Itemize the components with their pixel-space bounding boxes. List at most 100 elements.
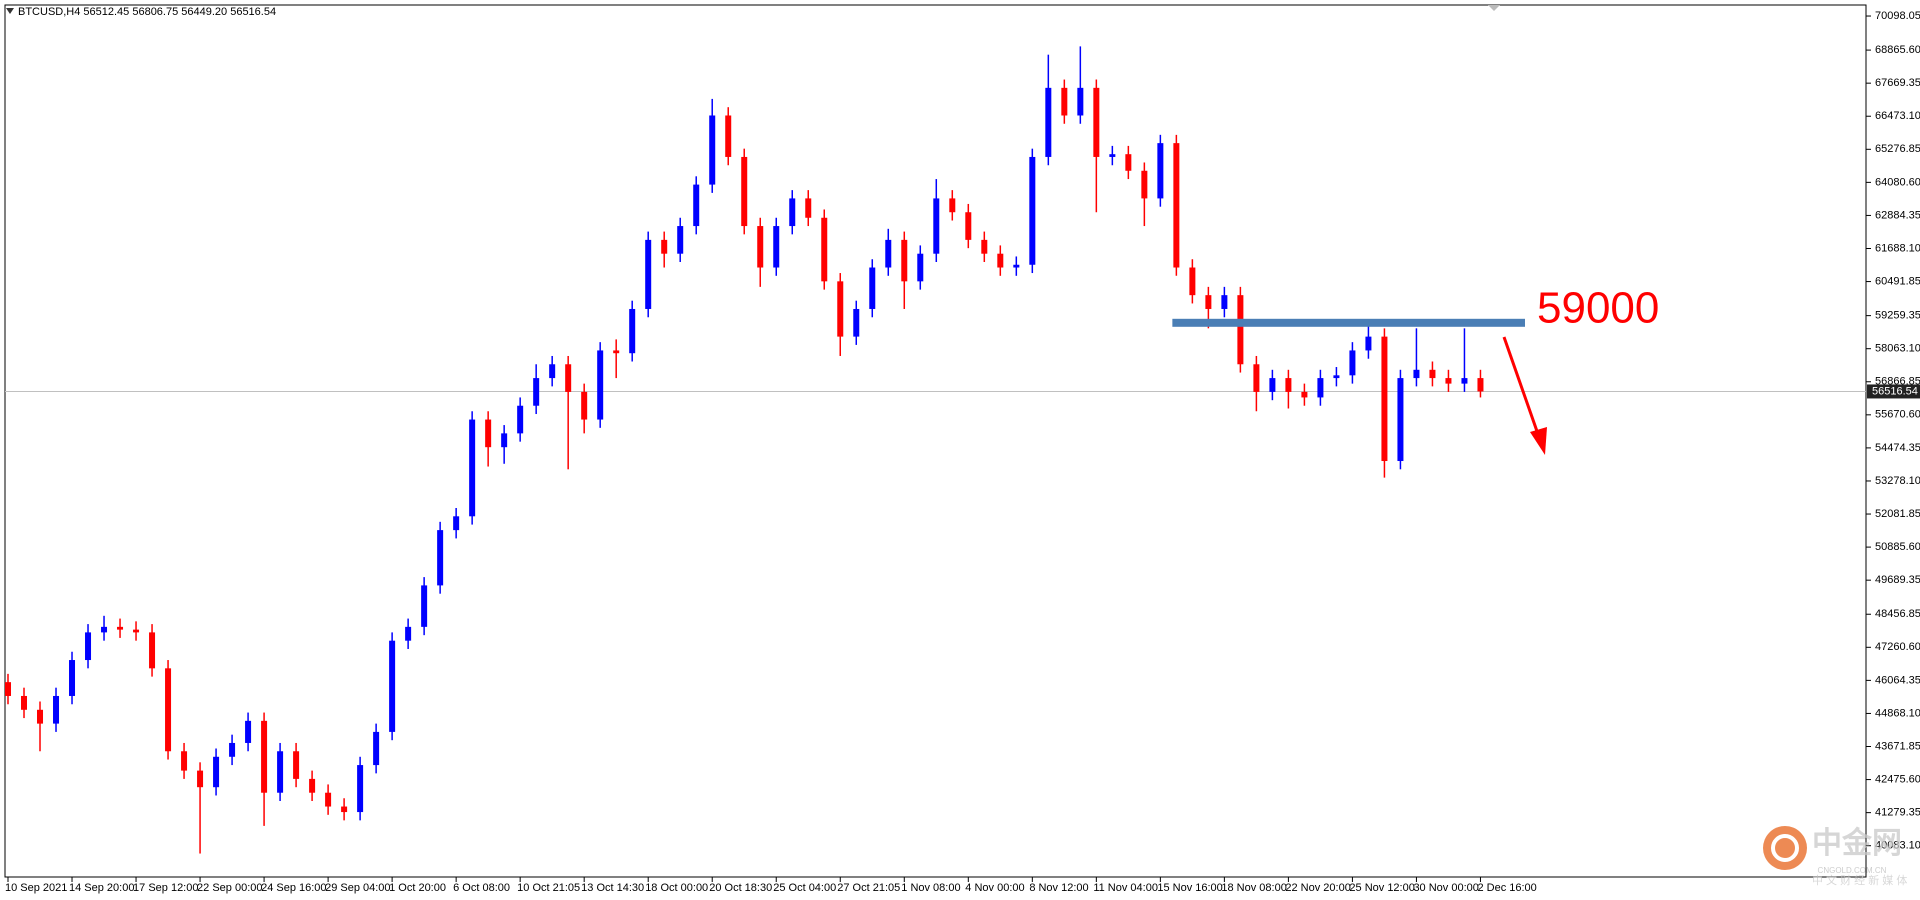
candle-body — [1189, 267, 1196, 296]
plot-frame — [4, 4, 1867, 878]
y-tick-label: 59259.35 — [1875, 310, 1920, 322]
candle-body — [517, 405, 524, 434]
x-tick-label: 18 Nov 08:00 — [1221, 882, 1286, 894]
candle-body — [133, 629, 140, 633]
candle-body — [53, 695, 60, 724]
x-tick-label: 30 Nov 00:00 — [1413, 882, 1478, 894]
candle-body — [741, 156, 748, 227]
candle-body — [549, 364, 556, 379]
y-tick-label: 70098.05 — [1875, 10, 1920, 22]
y-tick-label: 61688.10 — [1875, 242, 1920, 254]
candle-body — [485, 419, 492, 448]
candle-body — [437, 530, 444, 586]
candle-body — [229, 742, 236, 757]
x-tick-label: 1 Nov 08:00 — [901, 882, 960, 894]
x-tick-label: 17 Sep 12:00 — [133, 882, 198, 894]
candle-body — [1045, 87, 1052, 157]
x-tick-label: 1 Oct 20:00 — [389, 882, 446, 894]
candle-body — [117, 626, 124, 630]
y-tick-label: 54474.35 — [1875, 442, 1920, 454]
x-tick-label: 10 Oct 21:05 — [517, 882, 580, 894]
candle-body — [1093, 87, 1100, 157]
candle-body — [1317, 378, 1324, 398]
watermark-site: CNGOLD.COM.CN — [1818, 866, 1887, 875]
x-tick-label: 20 Oct 18:30 — [709, 882, 772, 894]
current-price-label: 56516.54 — [1872, 385, 1918, 397]
x-tick-label: 15 Nov 16:00 — [1157, 882, 1222, 894]
candle-body — [789, 198, 796, 227]
candle-body — [805, 198, 812, 218]
candle-body — [949, 198, 956, 213]
y-tick-label: 55670.60 — [1875, 409, 1920, 421]
x-tick-label: 4 Nov 00:00 — [965, 882, 1024, 894]
candle-body — [213, 756, 220, 788]
candle-body — [997, 253, 1004, 268]
candle-body — [1301, 391, 1308, 398]
candle-body — [181, 751, 188, 771]
candle-body — [629, 308, 636, 354]
candle-body — [149, 632, 156, 669]
candle-body — [1237, 295, 1244, 365]
candle-body — [85, 632, 92, 661]
candle-body — [565, 364, 572, 392]
y-tick-label: 47260.60 — [1875, 641, 1920, 653]
y-tick-label: 58063.10 — [1875, 343, 1920, 355]
candle-body — [1221, 295, 1228, 309]
y-tick-label: 64080.60 — [1875, 176, 1920, 188]
watermark: 中金网 CNGOLD.COM.CN 中 文 财 经 新 媒 体 — [1763, 826, 1907, 887]
candle-body — [261, 720, 268, 793]
current-price-box — [1867, 384, 1920, 399]
candle-body — [37, 709, 44, 724]
candle-body — [1157, 143, 1164, 199]
candle-body — [197, 770, 204, 788]
x-tick-label: 14 Sep 20:00 — [69, 882, 134, 894]
candle-body — [1365, 336, 1372, 351]
x-tick-label: 11 Nov 04:00 — [1093, 882, 1158, 894]
shift-marker — [1488, 5, 1500, 11]
candle-body — [245, 720, 252, 743]
candle-body — [661, 239, 668, 254]
candle-body — [693, 184, 700, 227]
candle-body — [725, 115, 732, 157]
trend-arrow-head — [1530, 427, 1547, 455]
candle-body — [613, 350, 620, 354]
candle-body — [757, 226, 764, 268]
watermark-logo — [1763, 826, 1807, 870]
y-tick-label: 49689.35 — [1875, 574, 1920, 586]
watermark-brand: 中金网 — [1812, 826, 1902, 860]
candle-body — [981, 239, 988, 254]
resistance-label: 59000 — [1537, 283, 1659, 332]
candle-body — [21, 695, 28, 710]
x-tick-label: 22 Sep 00:00 — [197, 882, 262, 894]
candle-body — [101, 626, 108, 633]
candle-body — [69, 660, 76, 696]
candle-body — [341, 806, 348, 813]
y-tick-label: 48456.85 — [1875, 608, 1920, 620]
candle-body — [1029, 156, 1036, 265]
candle-body — [309, 778, 316, 793]
candle-body — [1205, 295, 1212, 309]
y-tick-label: 44868.10 — [1875, 707, 1920, 719]
y-tick-label: 41279.35 — [1875, 807, 1920, 819]
x-tick-label: 29 Sep 04:00 — [325, 882, 390, 894]
candle-body — [933, 198, 940, 254]
candle-body — [821, 217, 828, 282]
candle-body — [1173, 143, 1180, 268]
y-tick-label: 67669.35 — [1875, 77, 1920, 89]
candle-body — [885, 239, 892, 268]
candle-body — [357, 765, 364, 813]
x-tick-label: 13 Oct 14:30 — [581, 882, 644, 894]
candle-body — [293, 751, 300, 779]
candle-body — [773, 226, 780, 268]
candle-body — [1061, 87, 1068, 116]
resistance-band — [1172, 318, 1525, 327]
candle-body — [853, 308, 860, 337]
candle-body — [1349, 350, 1356, 376]
y-tick-label: 60491.85 — [1875, 275, 1920, 287]
y-tick-label: 42475.60 — [1875, 773, 1920, 785]
candle-body — [421, 585, 428, 627]
candle-body — [5, 682, 11, 696]
candle-body — [901, 239, 908, 282]
candle-body — [1013, 264, 1020, 268]
